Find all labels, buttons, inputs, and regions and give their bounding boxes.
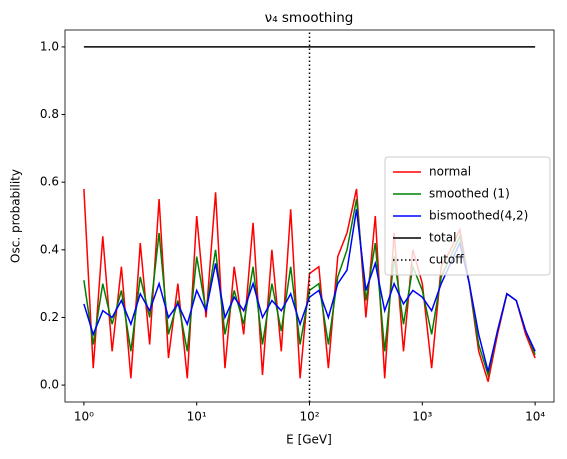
- legend-label: total: [429, 231, 456, 245]
- legend-label: bismoothed(4,2): [429, 209, 528, 223]
- x-axis-label: E [GeV]: [286, 433, 332, 447]
- y-tick-label: 1.0: [40, 39, 59, 53]
- legend-label: smoothed (1): [429, 187, 510, 201]
- x-tick-label: 10¹: [187, 410, 207, 424]
- y-axis-label: Osc. probability: [9, 169, 23, 263]
- y-tick-label: 0.6: [40, 175, 59, 189]
- x-tick-label: 10⁴: [525, 410, 545, 424]
- x-tick-label: 10⁰: [74, 410, 94, 424]
- chart-title: ν₄ smoothing: [265, 10, 354, 26]
- legend-label: cutoff: [429, 253, 464, 267]
- x-tick-label: 10³: [412, 410, 432, 424]
- y-tick-label: 0.8: [40, 107, 59, 121]
- y-tick-label: 0.0: [40, 378, 59, 392]
- y-tick-label: 0.2: [40, 310, 59, 324]
- legend-label: normal: [429, 165, 471, 179]
- plot-frame: [64, 29, 555, 403]
- legend-box: [384, 156, 551, 276]
- y-tick-label: 0.4: [40, 242, 59, 256]
- x-tick-label: 10²: [299, 410, 319, 424]
